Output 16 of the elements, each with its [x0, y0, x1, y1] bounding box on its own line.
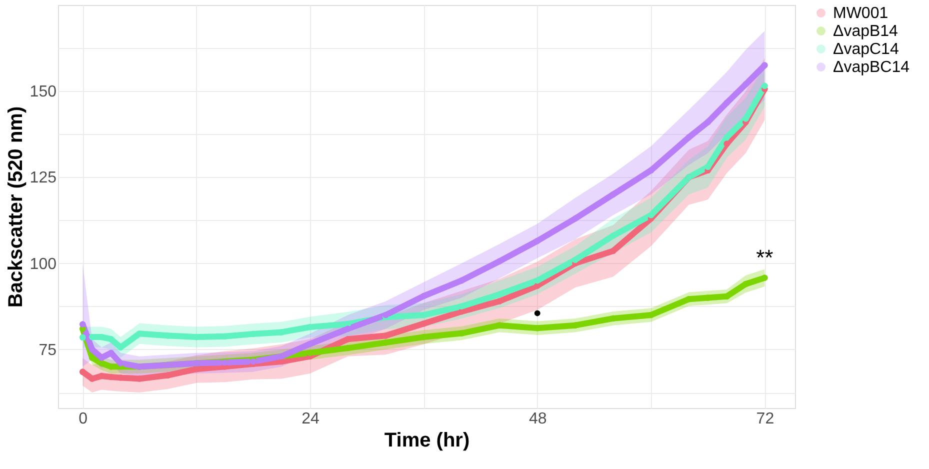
y-tick-label: 125 — [30, 170, 57, 187]
y-tick-label: 75 — [38, 342, 57, 359]
x-tick-label: 0 — [78, 410, 88, 428]
y-tick-label: 100 — [30, 256, 57, 273]
x-axis-title: Time (hr) — [384, 430, 470, 452]
legend-label: MW001 — [833, 5, 888, 22]
legend-label: ΔvapB14 — [833, 23, 898, 40]
annotation: • — [533, 300, 542, 326]
x-tick-label: 48 — [528, 410, 547, 428]
annotation: ** — [756, 244, 774, 270]
y-axis-title: Backscatter (520 nm) — [4, 106, 27, 308]
y-tick-label: 150 — [30, 84, 57, 101]
x-tick-label: 72 — [756, 410, 774, 428]
legend-label: ΔvapC14 — [833, 41, 899, 58]
x-tick-label: 24 — [302, 410, 320, 428]
legend-label: ΔvapBC14 — [833, 59, 910, 76]
